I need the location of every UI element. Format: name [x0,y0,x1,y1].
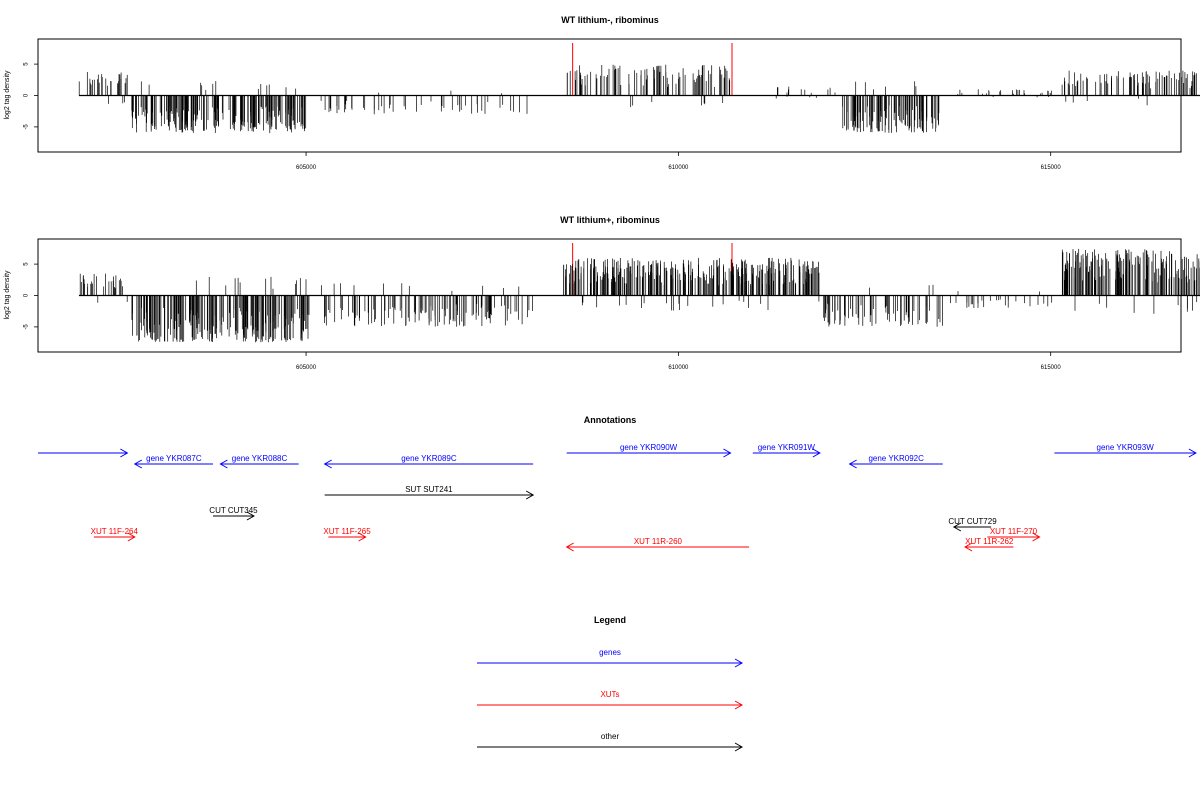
annotation-feature: gene YKR091W [752,443,821,458]
x-tick-label: 605000 [296,365,317,371]
y-axis-label: log2 tag density [4,70,11,120]
features: gene YKR087C gene YKR088C gene YKR089C gene… [38,443,1197,552]
annotation-feature: gene YKR092C [848,454,943,469]
legend-label: genes [599,648,621,657]
arrowhead [133,459,143,469]
annotation-feature: SUT SUT241 [324,485,535,500]
arrowhead [1188,448,1197,458]
annotations-title: Annotations [584,415,637,425]
arrowhead [120,448,129,458]
annotation-feature: gene YKR087C [133,454,213,469]
legend: Legend genes XUTs other [477,615,744,752]
feature-label: XUT 11F-270 [990,527,1038,536]
annotation-feature: XUT 11F-265 [323,527,371,542]
red-markers [572,43,733,96]
x-axis: 605000 610000 615000 [296,352,1061,371]
annotation-feature: CUT CUT345 [209,506,258,521]
x-axis: 605000 610000 615000 [296,152,1061,171]
x-tick-label: 610000 [668,365,689,371]
feature-label: CUT CUT729 [948,517,997,526]
feature-label: XUT 11R-262 [965,537,1014,546]
arrowhead [525,490,535,500]
feature-label: gene YKR091W [758,443,816,452]
legend-label: XUTs [600,690,619,699]
coverage-panel-lithium-minus: WT lithium-, ribominus 605000 610000 615… [4,15,1200,171]
feature-label: CUT CUT345 [209,506,258,515]
feature-label: gene YKR088C [232,454,288,463]
annotation-feature: XUT 11R-262 [964,537,1014,552]
feature-label: gene YKR089C [401,454,457,463]
y-axis: -5 0 5 log2 tag density [4,262,38,330]
legend-label: other [601,732,620,741]
y-tick-label: 0 [24,93,30,97]
y-tick-label: 5 [24,62,30,66]
feature-label: gene YKR093W [1097,443,1155,452]
annotation-feature: XUT 11F-264 [91,527,139,542]
arrowhead [358,532,367,542]
legend-title: Legend [594,615,626,625]
bars [78,64,1197,134]
legend-entry: genes [477,648,744,668]
x-tick-label: 605000 [296,165,317,171]
arrowhead [964,542,973,552]
arrowhead [246,511,255,521]
panel-title: WT lithium+, ribominus [560,215,660,225]
feature-label: XUT 11F-264 [91,527,139,536]
legend-arrowhead [734,700,744,710]
arrowhead [127,532,136,542]
annotation-feature: XUT 11R-260 [565,537,750,552]
annotation-track: Annotations gene YKR087C gene YKR088C gene… [38,415,1197,552]
coverage-panel-lithium-plus: WT lithium+, ribominus 605000 610000 615… [4,215,1200,371]
annotation-feature: XUT 11F-270 [987,527,1041,542]
x-tick-label: 610000 [668,165,689,171]
legend-entry: XUTs [477,690,744,710]
annotation-feature: gene YKR090W [566,443,732,458]
legend-arrowhead [734,742,744,752]
arrowhead [812,448,821,458]
arrowhead [565,542,574,552]
feature-label: gene YKR087C [146,454,202,463]
arrowhead [323,459,332,469]
annotation-feature: gene YKR088C [219,454,299,469]
arrowhead [723,448,732,458]
annotation-feature: CUT CUT729 [948,517,997,532]
annotation-feature: gene YKR089C [323,454,534,469]
y-tick-label: -5 [24,324,30,330]
arrowhead [952,522,962,532]
bars [79,248,1200,343]
arrowhead [848,459,857,469]
feature-label: SUT SUT241 [405,485,453,494]
arrowhead [219,459,228,469]
x-tick-label: 615000 [1041,165,1062,171]
feature-label: gene YKR090W [620,443,678,452]
arrowhead [1032,532,1041,542]
legend-entries: genes XUTs other [477,648,744,752]
panel-title: WT lithium-, ribominus [561,15,659,25]
feature-label: XUT 11R-260 [634,537,683,546]
y-tick-label: -5 [24,124,30,130]
annotation-feature [38,448,129,458]
legend-arrowhead [734,658,744,668]
x-tick-label: 615000 [1041,365,1062,371]
legend-entry: other [477,732,744,752]
y-axis: -5 0 5 log2 tag density [4,62,38,130]
feature-label: XUT 11F-265 [323,527,371,536]
annotation-feature: gene YKR093W [1054,443,1197,458]
y-tick-label: 5 [24,262,30,266]
feature-label: gene YKR092C [868,454,924,463]
y-axis-label: log2 tag density [4,270,11,320]
y-tick-label: 0 [24,293,30,297]
